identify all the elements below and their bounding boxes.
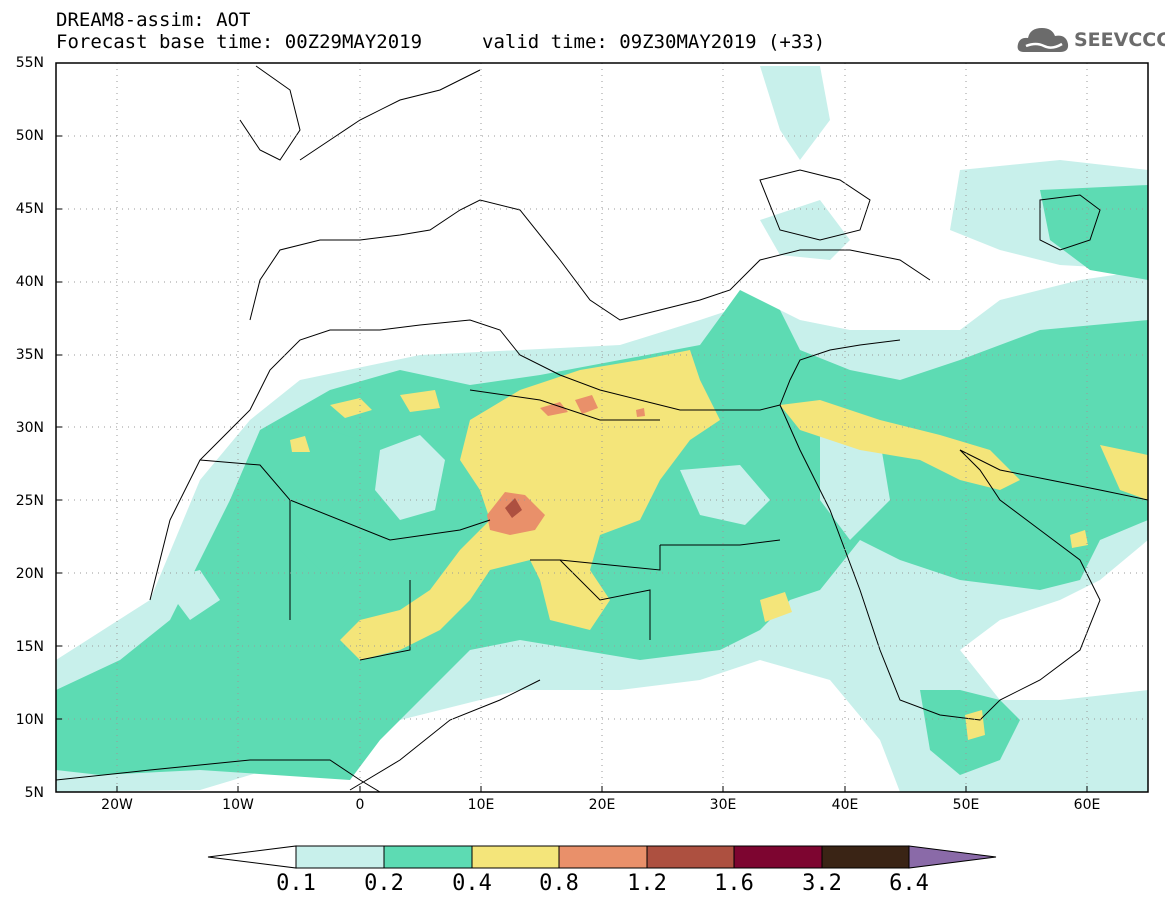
cloud-icon [1017,28,1069,52]
lon-label: 10W [222,797,254,813]
lon-label: 20E [588,797,616,813]
lon-label: 60E [1073,797,1101,813]
colorbar-label: 0.2 [364,871,404,896]
colorbar-label: 1.2 [627,871,667,896]
lat-label: 35N [15,347,44,363]
valid-time-label: valid time: 09Z30MAY2019 (+33) [482,31,826,53]
lat-label: 10N [15,712,44,728]
aot-darkred-field [505,498,522,518]
coastlines [56,65,1148,792]
colorbar [207,845,997,869]
lat-label: 40N [15,274,44,290]
colorbar-label: 6.4 [889,871,929,896]
colorbar-label: 0.1 [276,871,316,896]
lon-label: 40E [831,797,859,813]
axis-ticks [56,135,1088,792]
colorbar-swatch-7 [821,845,910,869]
lon-label: 30E [709,797,737,813]
lon-label: 20W [101,797,133,813]
colorbar-label: 0.4 [452,871,492,896]
grid-lines [56,63,1148,792]
lon-label: 10E [467,797,495,813]
lat-label: 30N [15,420,44,436]
lon-label: 0 [355,797,365,813]
colorbar-label: 1.6 [714,871,754,896]
colorbar-swatch-6 [733,845,823,869]
seevccc-logo: SEEVCCC [1016,22,1165,58]
lat-label: 15N [15,639,44,655]
lat-label: 50N [15,128,44,144]
lat-label: 55N [15,55,44,71]
lat-label: 20N [15,566,44,582]
colorbar-swatch-3 [471,845,560,869]
colorbar-label: 3.2 [802,871,842,896]
lat-label: 25N [15,493,44,509]
lon-label: 50E [952,797,980,813]
colorbar-swatch-5 [646,845,735,869]
colorbar-swatch-1 [295,845,385,869]
colorbar-over-triangle [908,845,997,869]
lat-label: 5N [24,785,44,801]
logo-text: SEEVCCC [1074,29,1165,51]
lat-label: 45N [15,201,44,217]
base-time-label: Forecast base time: 00Z29MAY2019 [56,31,423,53]
map-title: DREAM8-assim: AOT [56,9,251,31]
colorbar-under-triangle [207,845,297,869]
colorbar-swatch-4 [558,845,648,869]
colorbar-label: 0.8 [539,871,579,896]
colorbar-swatch-2 [383,845,473,869]
